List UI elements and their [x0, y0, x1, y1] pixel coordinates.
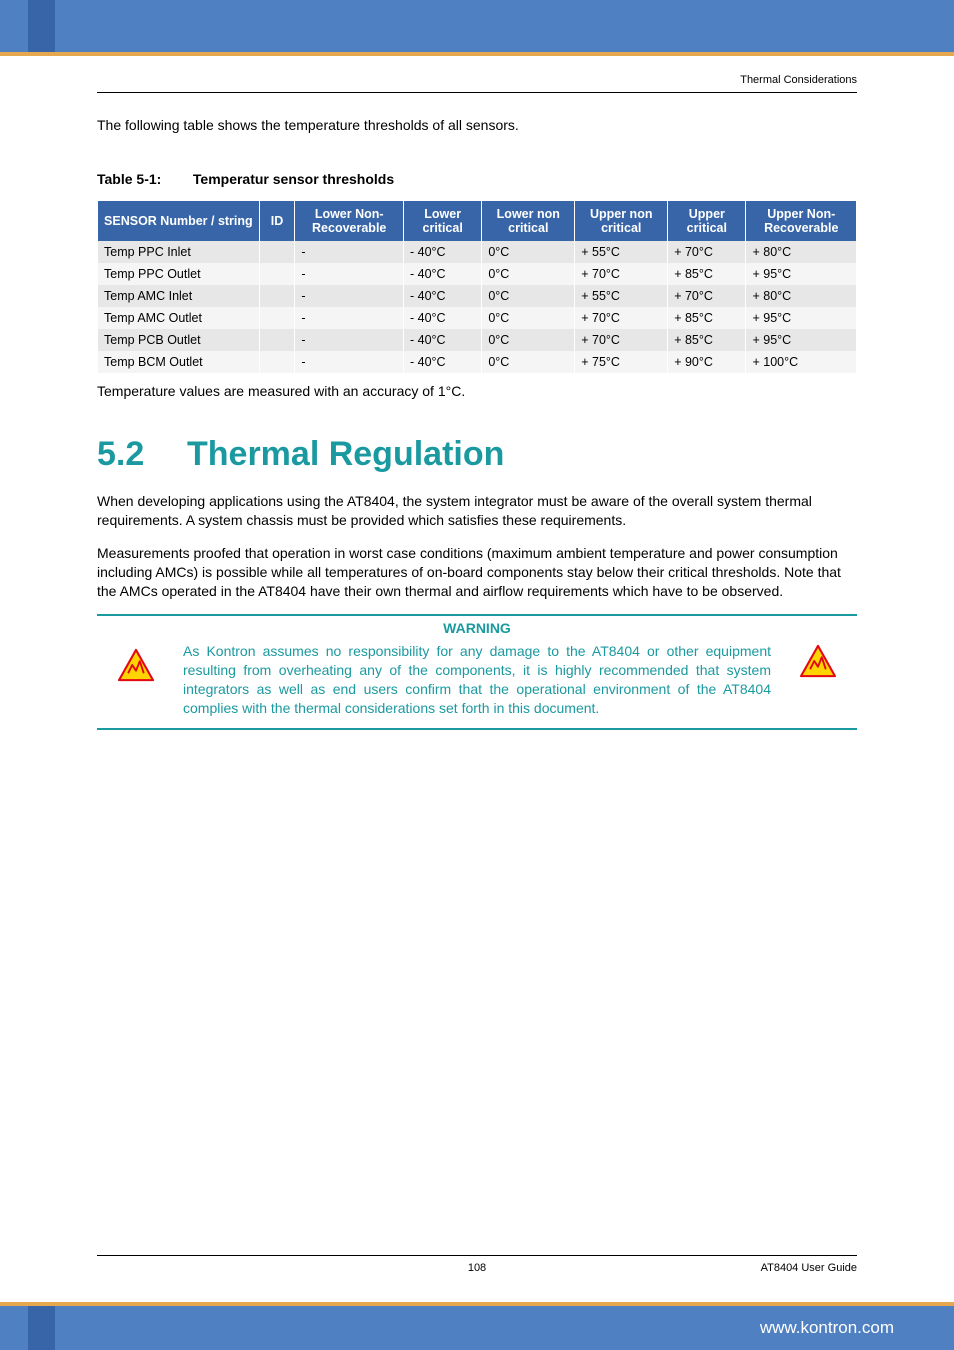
- table-cell: [260, 285, 295, 307]
- table-cell: + 95°C: [746, 263, 856, 285]
- footer-doc-title: AT8404 User Guide: [761, 1262, 857, 1274]
- header-orange-divider: [0, 52, 954, 56]
- table-header-cell: Lower non critical: [482, 201, 574, 241]
- warning-triangle-icon: [117, 648, 155, 682]
- accuracy-note: Temperature values are measured with an …: [97, 383, 857, 399]
- table-header-cell: Upper critical: [668, 201, 745, 241]
- table-cell: + 85°C: [668, 307, 745, 329]
- table-intro-text: The following table shows the temperatur…: [97, 117, 857, 133]
- table-cell: + 100°C: [746, 351, 856, 373]
- table-header-cell: Lower Non-Recoverable: [295, 201, 403, 241]
- running-header: Thermal Considerations: [97, 74, 857, 93]
- table-cell: -: [295, 285, 403, 307]
- warning-callout: WARNING As Kontron assumes no responsibi…: [97, 614, 857, 730]
- table-cell: Temp PCB Outlet: [98, 329, 259, 351]
- table-cell: + 70°C: [575, 263, 667, 285]
- table-cell: + 90°C: [668, 351, 745, 373]
- table-cell: 0°C: [482, 351, 574, 373]
- table-caption: Table 5-1: Temperatur sensor thresholds: [97, 171, 857, 187]
- warning-title: WARNING: [97, 616, 857, 642]
- table-header-cell: Upper Non-Recoverable: [746, 201, 856, 241]
- table-cell: + 55°C: [575, 285, 667, 307]
- table-cell: + 70°C: [668, 285, 745, 307]
- body-paragraph: Measurements proofed that operation in w…: [97, 544, 857, 601]
- warning-icon-right: [783, 642, 853, 678]
- section-title: Thermal Regulation: [187, 435, 504, 473]
- table-cell: -: [295, 263, 403, 285]
- table-cell: + 85°C: [668, 329, 745, 351]
- footer-page-number: 108: [468, 1262, 486, 1274]
- table-header-cell: ID: [260, 201, 295, 241]
- table-cell: Temp PPC Outlet: [98, 263, 259, 285]
- table-caption-title: Temperatur sensor thresholds: [193, 171, 394, 187]
- table-cell: + 70°C: [575, 307, 667, 329]
- table-cell: 0°C: [482, 329, 574, 351]
- table-cell: -: [295, 307, 403, 329]
- table-cell: 0°C: [482, 307, 574, 329]
- table-cell: + 80°C: [746, 285, 856, 307]
- table-row: Temp PPC Inlet -- 40°C0°C+ 55°C+ 70°C+ 80…: [98, 241, 856, 263]
- table-cell: 0°C: [482, 285, 574, 307]
- table-row: Temp AMC Inlet -- 40°C0°C+ 55°C+ 70°C+ 80…: [98, 285, 856, 307]
- body-paragraph: When developing applications using the A…: [97, 492, 857, 530]
- table-cell: [260, 241, 295, 263]
- table-row: Temp AMC Outlet -- 40°C0°C+ 70°C+ 85°C+ 9…: [98, 307, 856, 329]
- table-cell: - 40°C: [404, 285, 481, 307]
- table-cell: - 40°C: [404, 241, 481, 263]
- table-cell: [260, 329, 295, 351]
- table-row: Temp PCB Outlet -- 40°C0°C+ 70°C+ 85°C+ 9…: [98, 329, 856, 351]
- table-cell: - 40°C: [404, 351, 481, 373]
- table-cell: [260, 351, 295, 373]
- table-cell: + 95°C: [746, 329, 856, 351]
- footer-rule: [97, 1255, 857, 1256]
- table-caption-number: Table 5-1:: [97, 171, 189, 187]
- table-row: Temp BCM Outlet -- 40°C0°C+ 75°C+ 90°C+ 1…: [98, 351, 856, 373]
- footer-url: www.kontron.com: [760, 1318, 894, 1338]
- table-cell: 0°C: [482, 241, 574, 263]
- table-cell: -: [295, 329, 403, 351]
- table-cell: + 70°C: [668, 241, 745, 263]
- table-row: Temp PPC Outlet -- 40°C0°C+ 70°C+ 85°C+ 9…: [98, 263, 856, 285]
- table-header-cell: Upper non critical: [575, 201, 667, 241]
- table-header-cell: SENSOR Number / string: [98, 201, 259, 241]
- table-cell: 0°C: [482, 263, 574, 285]
- page-content: Thermal Considerations The following tab…: [97, 74, 857, 730]
- warning-triangle-icon: [799, 644, 837, 678]
- warning-icon-left: [101, 642, 171, 682]
- table-cell: Temp AMC Outlet: [98, 307, 259, 329]
- header-band-inset: [28, 0, 55, 52]
- section-heading: 5.2Thermal Regulation: [97, 435, 857, 474]
- header-band: [0, 0, 954, 52]
- table-header-cell: Lower critical: [404, 201, 481, 241]
- sensor-threshold-table: SENSOR Number / stringIDLower Non-Recove…: [97, 201, 857, 373]
- table-cell: + 75°C: [575, 351, 667, 373]
- table-cell: - 40°C: [404, 263, 481, 285]
- table-cell: Temp BCM Outlet: [98, 351, 259, 373]
- table-cell: - 40°C: [404, 329, 481, 351]
- table-cell: Temp PPC Inlet: [98, 241, 259, 263]
- table-cell: [260, 307, 295, 329]
- table-cell: Temp AMC Inlet: [98, 285, 259, 307]
- table-cell: -: [295, 351, 403, 373]
- table-cell: + 70°C: [575, 329, 667, 351]
- table-cell: [260, 263, 295, 285]
- warning-text: As Kontron assumes no responsibility for…: [171, 642, 783, 718]
- table-cell: + 80°C: [746, 241, 856, 263]
- table-cell: + 95°C: [746, 307, 856, 329]
- table-cell: -: [295, 241, 403, 263]
- table-cell: + 85°C: [668, 263, 745, 285]
- section-number: 5.2: [97, 435, 187, 474]
- table-cell: - 40°C: [404, 307, 481, 329]
- table-cell: + 55°C: [575, 241, 667, 263]
- footer-band-inset: [28, 1306, 55, 1350]
